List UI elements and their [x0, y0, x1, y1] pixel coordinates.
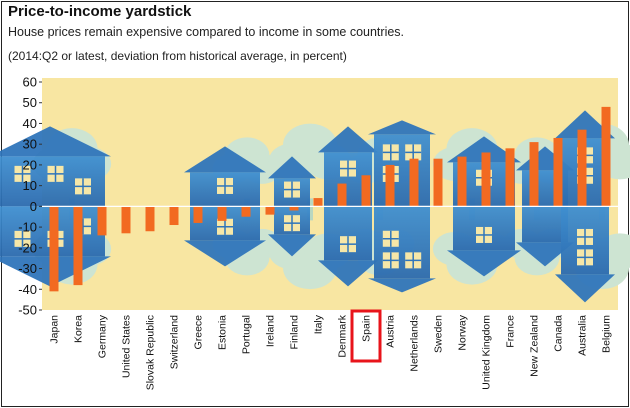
bar-switzerland — [169, 206, 179, 226]
house-window — [14, 230, 31, 247]
x-tick-label: Italy — [313, 314, 325, 334]
chart-title: Price-to-income yardstick — [8, 3, 192, 20]
y-axis: 60 50 40 30 20 10 0 -10 -20 -30 -40 -50 — [18, 75, 618, 318]
house-window — [340, 160, 356, 177]
bar-slovak-republic — [145, 206, 155, 232]
x-tick-label: Estonia — [217, 315, 229, 350]
bar-portugal — [241, 206, 251, 217]
house-illustration — [318, 206, 378, 287]
bar-united-states — [121, 206, 131, 234]
y-tick-label: -50 — [18, 303, 37, 318]
bar-korea — [73, 206, 83, 286]
y-tick-label: 60 — [23, 75, 37, 90]
bar-austria — [385, 164, 395, 207]
bar-sweden — [433, 158, 443, 207]
house-illustration — [368, 206, 436, 293]
bar-denmark — [337, 183, 347, 207]
x-tick-label: France — [505, 315, 517, 348]
house-window — [47, 165, 64, 182]
x-tick-label: Netherlands — [409, 315, 421, 372]
y-tick-label: 10 — [23, 178, 37, 193]
bar-japan — [49, 206, 59, 292]
house-window — [577, 228, 593, 245]
x-tick-label: Japan — [49, 315, 61, 344]
y-tick-label: -20 — [18, 240, 37, 255]
bar-united-kingdom — [481, 152, 491, 207]
bar-new-zealand — [529, 142, 539, 207]
house-window — [405, 144, 422, 161]
bar-series — [49, 106, 611, 292]
house-window — [340, 236, 356, 253]
house-illustration — [555, 206, 615, 303]
y-tick-label: 30 — [23, 137, 37, 152]
x-tick-label: Finland — [289, 315, 301, 350]
house-window — [577, 249, 593, 266]
bar-estonia — [217, 206, 227, 221]
bar-norway — [457, 156, 467, 207]
house-window — [75, 178, 91, 195]
bar-netherlands — [409, 158, 419, 207]
house-illustration — [184, 146, 266, 207]
x-tick-label: Portugal — [241, 315, 253, 354]
house-window — [382, 144, 399, 161]
x-tick-label: Greece — [193, 315, 205, 350]
house-window — [405, 252, 422, 269]
x-tick-label: Ireland — [265, 315, 277, 347]
x-tick-label: Germany — [97, 314, 109, 358]
y-tick-label: 50 — [23, 95, 37, 110]
house-window — [14, 165, 31, 182]
x-tick-label: New Zealand — [529, 315, 541, 377]
house-illustration — [368, 120, 436, 207]
bar-finland — [289, 206, 299, 211]
bar-ireland — [265, 206, 275, 215]
bar-australia — [577, 129, 587, 207]
x-tick-label: Switzerland — [169, 315, 181, 369]
x-tick-label: United Kingdom — [481, 315, 493, 390]
bar-greece — [193, 206, 203, 223]
x-tick-label: Australia — [577, 315, 589, 356]
x-tick-label: Slovak Republic — [145, 315, 157, 390]
house-window — [382, 252, 399, 269]
x-tick-label: Denmark — [337, 314, 349, 357]
y-tick-label: 40 — [23, 116, 37, 131]
house-window — [217, 177, 233, 194]
x-axis-labels: Japan Korea Germany United States Slovak Rep… — [49, 309, 613, 390]
x-tick-label: Korea — [73, 315, 85, 343]
x-tick-label: Belgium — [601, 315, 613, 353]
y-tick-label: 20 — [23, 157, 37, 172]
y-tick-label: -40 — [18, 282, 37, 297]
x-tick-label: Austria — [385, 315, 397, 348]
bar-germany — [97, 206, 107, 236]
house-window — [382, 230, 399, 247]
house-illustration — [268, 156, 316, 207]
x-tick-label: Canada — [553, 315, 565, 352]
x-tick-label: United States — [121, 315, 133, 378]
x-tick-label: Sweden — [433, 315, 445, 353]
house-illustration — [516, 206, 574, 267]
bar-france — [505, 148, 515, 207]
x-tick-label: Norway — [457, 314, 469, 350]
house-window — [284, 215, 300, 232]
bar-italy — [313, 198, 323, 207]
house-window — [284, 181, 300, 198]
bar-spain — [361, 175, 371, 207]
bar-belgium — [601, 106, 611, 207]
y-tick-label: -10 — [18, 220, 37, 235]
y-tick-label: -30 — [18, 261, 37, 276]
house-illustration — [268, 206, 316, 257]
house-window — [476, 226, 492, 243]
y-tick-label: 0 — [30, 199, 37, 214]
chart-note: (2014:Q2 or latest, deviation from histo… — [8, 49, 347, 63]
bar-canada — [553, 137, 563, 207]
house-illustration — [0, 126, 111, 207]
chart-subtitle: House prices remain expensive compared t… — [8, 25, 405, 39]
house-window — [217, 218, 233, 235]
highlight-box — [350, 309, 382, 363]
x-tick-label: Spain — [361, 315, 373, 342]
house-illustration — [447, 206, 521, 277]
